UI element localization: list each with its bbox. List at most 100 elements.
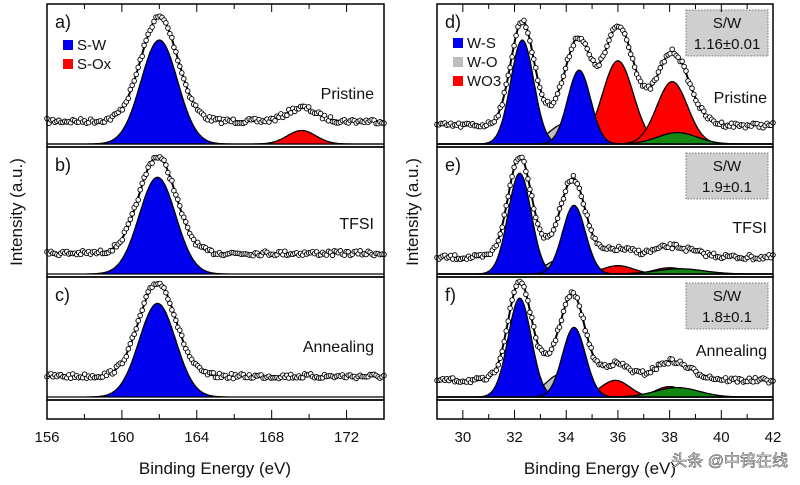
data-point <box>505 72 511 79</box>
data-point <box>499 224 505 230</box>
data-point <box>556 324 563 330</box>
data-point <box>171 311 177 318</box>
data-point <box>669 46 675 52</box>
data-points <box>44 13 387 127</box>
data-point <box>143 294 149 300</box>
data-point <box>570 42 577 49</box>
data-point <box>548 346 555 352</box>
data-point <box>679 58 685 65</box>
data-point <box>535 77 541 84</box>
x-tick-label: 42 <box>765 429 782 446</box>
data-point <box>497 355 503 361</box>
data-point <box>161 285 167 291</box>
y-axis-label-right: Intensity (a.u.) <box>403 158 422 266</box>
data-point <box>653 75 660 82</box>
data-point <box>582 41 588 47</box>
data-point <box>695 101 701 107</box>
data-point <box>119 107 126 113</box>
data-point <box>135 197 141 203</box>
legend-swatch <box>453 57 463 67</box>
data-point <box>531 323 537 330</box>
data-point <box>184 224 191 231</box>
data-point <box>511 289 517 296</box>
legend-swatch <box>63 59 73 69</box>
data-point <box>558 317 565 324</box>
x-tick-label: 30 <box>455 429 472 446</box>
legend-swatch <box>63 40 73 50</box>
data-point <box>305 104 312 110</box>
data-point <box>535 221 541 227</box>
panel-a: a) Pristine <box>44 3 387 148</box>
legend-label: W-O <box>467 54 498 71</box>
data-point <box>137 187 143 193</box>
legend-label: S-W <box>77 37 107 54</box>
data-point <box>592 235 598 242</box>
data-point <box>562 188 569 195</box>
plot-s2p: a) Pristine b) TFSI c) Annealing S-W S-Ox 156 160… <box>34 3 387 446</box>
x-axis-label-left: Binding Energy (eV) <box>139 459 291 478</box>
data-point <box>169 307 175 313</box>
data-point <box>163 289 169 296</box>
condition-label: Annealing <box>696 343 767 360</box>
data-point <box>495 113 502 119</box>
data-point <box>163 20 169 26</box>
condition-label: Annealing <box>303 339 374 356</box>
data-point <box>181 341 187 347</box>
data-point <box>139 53 145 60</box>
x-tick-label: 32 <box>506 429 523 446</box>
data-point <box>123 225 130 232</box>
data-point <box>491 119 498 125</box>
panel-label: a) <box>55 12 71 32</box>
data-point <box>139 180 145 186</box>
data-point <box>527 38 533 44</box>
watermark: 头条 @中钨在线 <box>671 452 788 470</box>
data-point <box>131 78 137 84</box>
data-point <box>552 95 559 102</box>
data-point <box>689 85 695 91</box>
data-point <box>139 307 145 313</box>
x-tick-label: 38 <box>661 429 678 446</box>
data-point <box>588 345 594 351</box>
data-point <box>584 212 590 218</box>
data-point <box>554 215 561 222</box>
data-point <box>499 348 505 355</box>
data-point <box>588 227 594 233</box>
data-point <box>505 193 511 200</box>
data-point <box>566 53 573 60</box>
data-point <box>552 221 559 228</box>
data-point <box>177 327 183 333</box>
data-point <box>602 49 608 56</box>
panel-frame <box>46 3 385 148</box>
data-point <box>701 108 707 114</box>
data-point <box>529 193 535 199</box>
data-point <box>631 64 638 70</box>
data-point <box>125 221 132 227</box>
data-point <box>192 102 199 109</box>
data-point <box>167 300 173 307</box>
data-point <box>143 171 149 178</box>
data-point <box>111 369 118 376</box>
data-point <box>141 300 147 306</box>
y-axis-label-left: Intensity (a.u.) <box>7 158 26 266</box>
ratio-value: 1.16±0.01 <box>694 36 761 53</box>
data-point <box>574 295 581 301</box>
data-point <box>503 202 509 209</box>
x-tick-label: 160 <box>109 429 134 446</box>
data-point <box>580 315 587 321</box>
data-point <box>580 201 587 207</box>
data-point <box>173 49 179 55</box>
data-point <box>143 37 149 44</box>
panel-c: c) Annealing <box>44 276 387 401</box>
data-point <box>161 157 167 163</box>
data-point <box>529 314 535 321</box>
data-point <box>604 43 610 49</box>
data-point <box>576 185 583 192</box>
data-point <box>523 24 529 31</box>
component-w-s <box>437 69 773 145</box>
data-point <box>576 303 583 309</box>
data-point <box>657 65 664 71</box>
data-point <box>574 181 581 187</box>
data-point <box>165 25 171 31</box>
data-point <box>137 312 143 319</box>
